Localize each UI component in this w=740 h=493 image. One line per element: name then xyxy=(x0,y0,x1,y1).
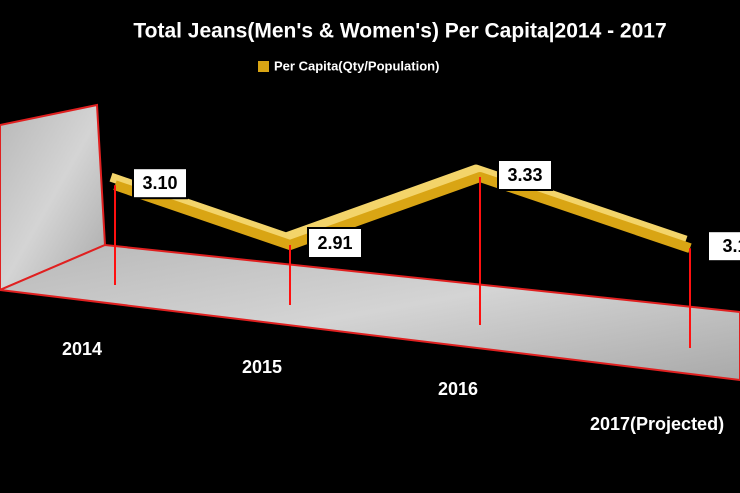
legend-swatch xyxy=(258,61,269,72)
value-label-box xyxy=(307,227,363,259)
floor xyxy=(0,243,740,382)
x-tick-label: 2017(Projected) xyxy=(590,414,724,434)
x-tick-label: 2016 xyxy=(438,379,478,399)
legend-label: Per Capita(Qty/Population) xyxy=(274,58,439,73)
chart-title: Total Jeans(Men's & Women's) Per Capita|… xyxy=(133,20,666,43)
line xyxy=(113,172,692,253)
value-label: 2.91 xyxy=(317,233,352,253)
value-label-box xyxy=(132,167,188,200)
value-label: 3.33 xyxy=(507,165,542,185)
x-tick-label: 2015 xyxy=(242,357,282,377)
x-tick-label: 2014 xyxy=(62,339,102,359)
value-label: 3.1 xyxy=(722,236,740,256)
value-label-box xyxy=(497,159,553,191)
value-label-box xyxy=(707,230,740,263)
line-ribbon-top xyxy=(109,164,688,245)
value-label: 3.10 xyxy=(142,173,177,193)
